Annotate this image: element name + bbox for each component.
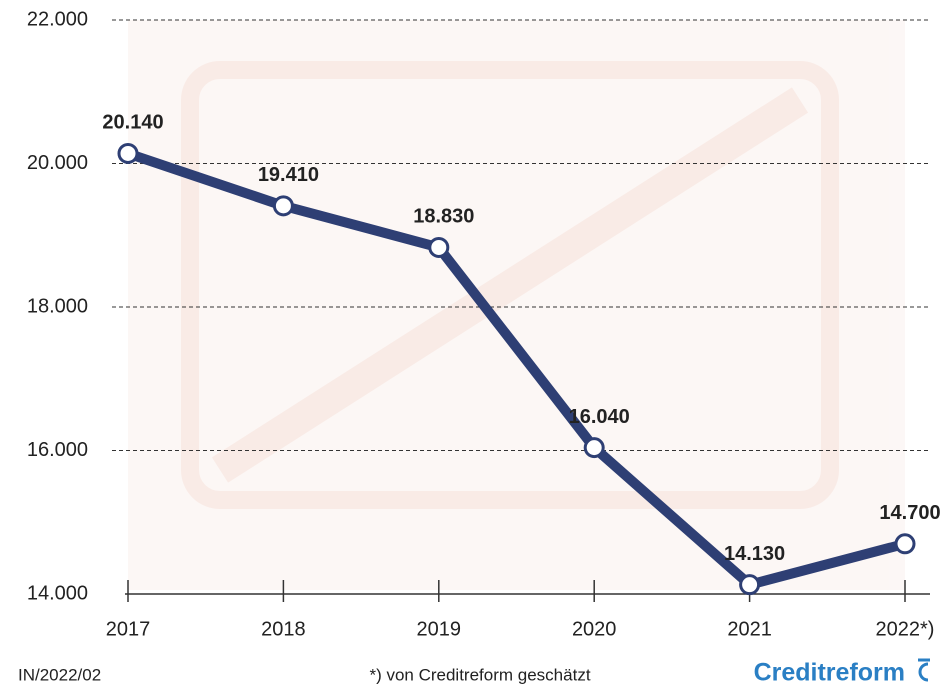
- y-tick-label: 14.000: [27, 582, 88, 604]
- logo-icon: [918, 660, 930, 680]
- data-point: [274, 197, 292, 215]
- value-label: 20.140: [102, 112, 163, 134]
- background-sign: [128, 20, 905, 590]
- value-label: 18.830: [413, 206, 474, 228]
- x-tick-label: 2022*): [876, 618, 935, 640]
- value-label: 16.040: [569, 406, 630, 428]
- x-tick-label: 2018: [261, 618, 306, 640]
- y-tick-label: 20.000: [27, 152, 88, 174]
- y-tick-label: 18.000: [27, 295, 88, 317]
- data-point: [119, 144, 137, 162]
- data-point: [430, 238, 448, 256]
- chart: IN/2022/02 *) von Creditreform geschätzt…: [0, 0, 951, 693]
- x-tick-label: 2017: [106, 618, 151, 640]
- logo: Creditreform: [754, 659, 905, 687]
- data-point: [741, 576, 759, 594]
- data-point: [585, 439, 603, 457]
- value-label: 19.410: [258, 164, 319, 186]
- x-tick-label: 2020: [572, 618, 617, 640]
- data-point: [896, 535, 914, 553]
- x-tick-label: 2021: [727, 618, 772, 640]
- footnote: *) von Creditreform geschätzt: [369, 665, 590, 684]
- page: IN/2022/02 *) von Creditreform geschätzt…: [0, 0, 951, 693]
- value-label: 14.700: [879, 502, 940, 524]
- value-label: 14.130: [724, 543, 785, 565]
- y-tick-label: 22.000: [27, 8, 88, 30]
- x-tick-label: 2019: [417, 618, 462, 640]
- y-tick-label: 16.000: [27, 439, 88, 461]
- source-note: IN/2022/02: [18, 665, 101, 684]
